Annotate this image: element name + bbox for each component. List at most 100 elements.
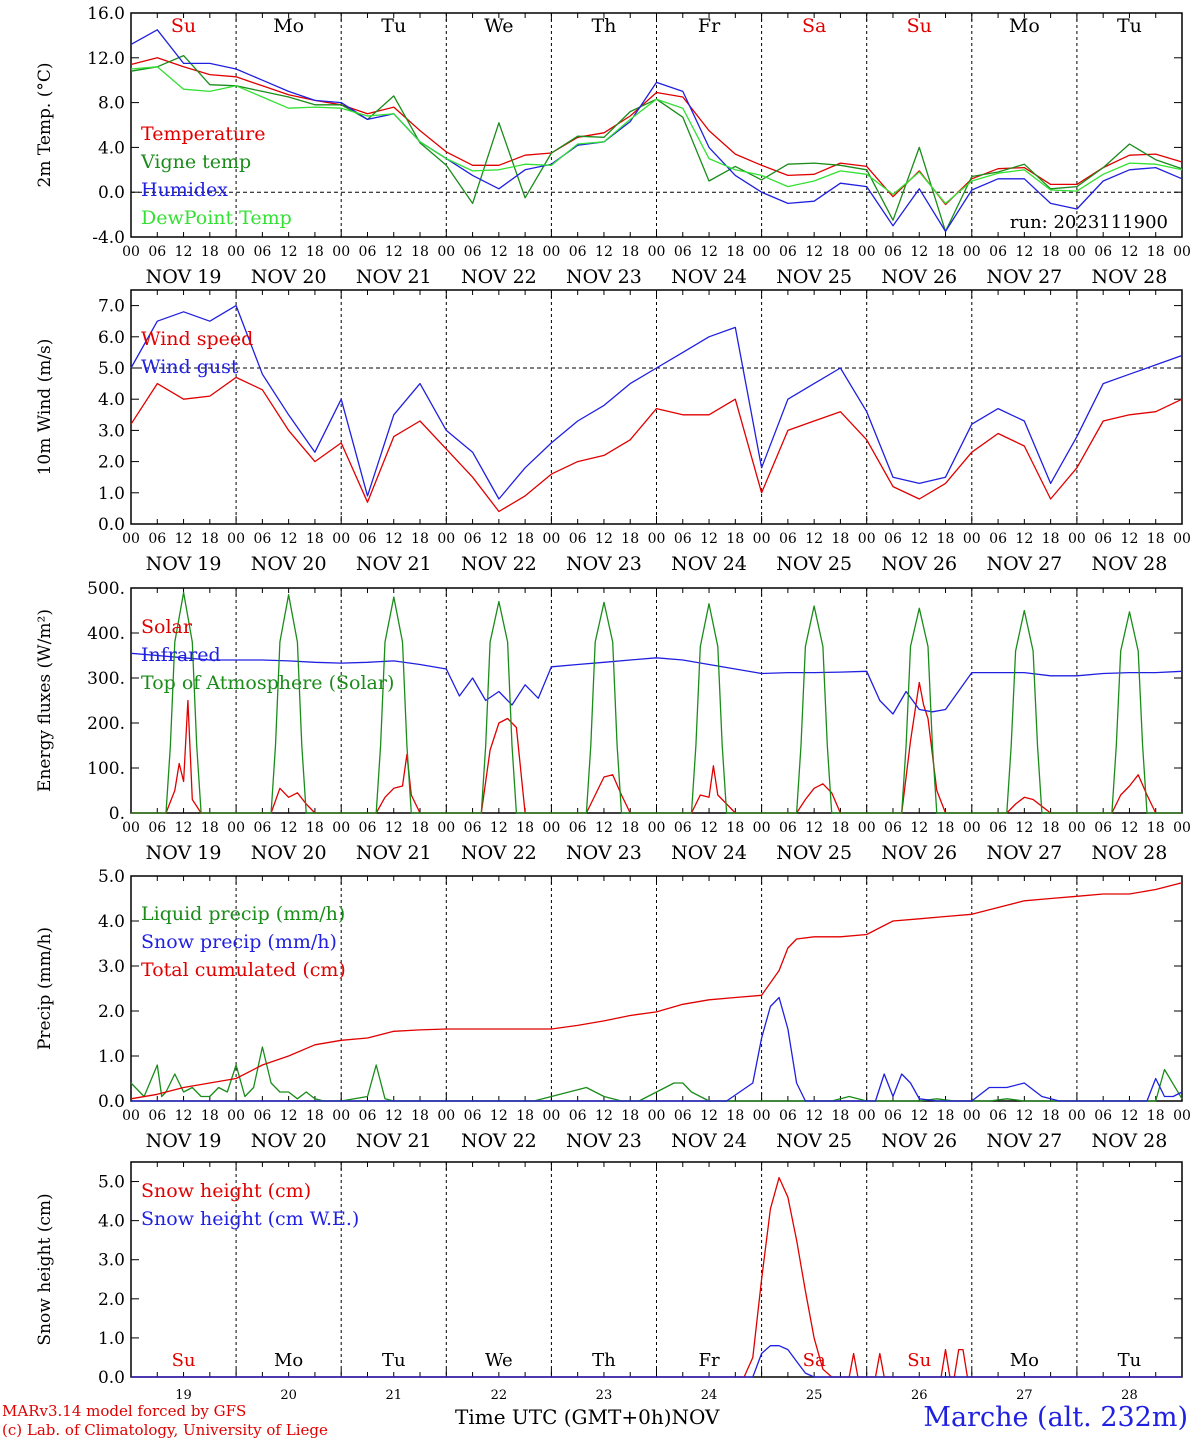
hour-tick-label: 12 xyxy=(700,1108,718,1124)
hour-tick-label: 00 xyxy=(542,244,560,260)
hour-tick-label: 00 xyxy=(858,820,876,836)
y-tick-label: 0.0 xyxy=(98,1092,125,1112)
hour-tick-label: 06 xyxy=(1094,531,1112,547)
hour-tick-label: 12 xyxy=(175,1108,193,1124)
hour-tick-label: 06 xyxy=(989,820,1007,836)
hour-tick-label: 06 xyxy=(148,820,166,836)
hour-tick-label: 00 xyxy=(648,820,666,836)
y-tick-label: -4.0 xyxy=(92,228,125,248)
date-label: NOV 19 xyxy=(146,553,222,575)
y-tick-label: 4.0 xyxy=(98,1212,125,1232)
hour-tick-label: 12 xyxy=(385,1108,403,1124)
date-label: NOV 26 xyxy=(881,266,957,288)
hour-tick-label: 00 xyxy=(437,531,455,547)
hour-tick-label: 12 xyxy=(595,244,613,260)
credit-line-1: MARv3.14 model forced by GFS xyxy=(2,1402,247,1420)
legend-entry: DewPoint Temp xyxy=(141,207,292,229)
series-line-infrared xyxy=(130,652,1183,715)
hour-tick-label: 00 xyxy=(437,244,455,260)
y-axis-label: 2m Temp. (°C) xyxy=(35,62,55,187)
hour-tick-label: 18 xyxy=(937,244,955,260)
date-label: NOV 25 xyxy=(776,842,852,864)
x-axis-title-text: Time UTC (GMT+0h) xyxy=(455,1405,672,1429)
hour-tick-label: 06 xyxy=(779,1108,797,1124)
panel-frame xyxy=(130,587,1183,814)
hour-tick-label: 06 xyxy=(884,244,902,260)
day-number-label: 25 xyxy=(806,1388,823,1403)
weekday-label: Mo xyxy=(1009,15,1040,37)
y-tick-label: 1.0 xyxy=(98,1047,125,1067)
day-number-label: 20 xyxy=(280,1388,297,1403)
hour-tick-label: 06 xyxy=(148,531,166,547)
weekday-label: Sa xyxy=(802,15,826,37)
date-label: NOV 23 xyxy=(566,266,642,288)
y-tick-label: 1.0 xyxy=(98,1329,125,1349)
hour-tick-label: 12 xyxy=(805,820,823,836)
date-label: NOV 24 xyxy=(671,1130,747,1152)
weekday-label: Fr xyxy=(698,15,721,37)
hour-tick-label: 00 xyxy=(227,531,245,547)
date-label: NOV 22 xyxy=(461,553,537,575)
y-tick-label: 5.0 xyxy=(98,867,125,887)
weekday-label: Tu xyxy=(381,15,406,37)
hour-tick-label: 00 xyxy=(858,1108,876,1124)
weekday-label: Th xyxy=(592,1350,616,1371)
date-label: NOV 23 xyxy=(566,1130,642,1152)
hour-tick-label: 12 xyxy=(700,820,718,836)
weekday-label: Sa xyxy=(803,1350,826,1371)
date-label: NOV 25 xyxy=(776,1130,852,1152)
x-axis-title: Time UTC (GMT+0h)NOV xyxy=(455,1405,720,1429)
y-tick-label: 6.0 xyxy=(98,328,125,348)
date-label: NOV 27 xyxy=(986,842,1062,864)
hour-tick-label: 12 xyxy=(595,1108,613,1124)
hour-tick-label: 00 xyxy=(1068,244,1086,260)
y-tick-label: 400. xyxy=(87,624,125,644)
legend-entry: Wind gust xyxy=(141,356,239,378)
hour-tick-label: 06 xyxy=(569,820,587,836)
hour-tick-label: 18 xyxy=(832,1108,850,1124)
hour-tick-label: 00 xyxy=(1068,1108,1086,1124)
weekday-label: Fr xyxy=(699,1350,720,1371)
date-label: NOV 28 xyxy=(1092,266,1168,288)
hour-tick-label: 06 xyxy=(884,531,902,547)
date-label: NOV 28 xyxy=(1092,842,1168,864)
hour-tick-label: 06 xyxy=(148,244,166,260)
hour-tick-label: 06 xyxy=(359,531,377,547)
hour-tick-label: 18 xyxy=(832,244,850,260)
hour-tick-label: 06 xyxy=(674,531,692,547)
hour-tick-label: 06 xyxy=(464,244,482,260)
hour-tick-label: 06 xyxy=(569,531,587,547)
hour-tick-label: 06 xyxy=(359,244,377,260)
hour-tick-label: 18 xyxy=(201,244,219,260)
hour-tick-label: 12 xyxy=(1015,531,1033,547)
hour-tick-label: 18 xyxy=(411,244,429,260)
date-label: NOV 23 xyxy=(566,553,642,575)
y-tick-label: 1.0 xyxy=(98,484,125,504)
day-number-label: 24 xyxy=(701,1388,718,1403)
y-axis-label: Snow height (cm) xyxy=(35,1193,55,1345)
hour-tick-label: 18 xyxy=(306,531,324,547)
hour-tick-label: 06 xyxy=(359,1108,377,1124)
date-label: NOV 20 xyxy=(251,842,327,864)
hour-tick-label: 00 xyxy=(753,244,771,260)
date-label: NOV 28 xyxy=(1092,553,1168,575)
hour-tick-label: 00 xyxy=(122,244,140,260)
date-label: NOV 28 xyxy=(1092,1130,1168,1152)
hour-tick-label: 06 xyxy=(674,1108,692,1124)
hour-tick-label: 12 xyxy=(805,1108,823,1124)
date-label: NOV 19 xyxy=(146,842,222,864)
hour-tick-label: 12 xyxy=(385,244,403,260)
date-label: NOV 21 xyxy=(356,266,432,288)
series-line-temperature xyxy=(130,57,1183,206)
date-label: NOV 22 xyxy=(461,266,537,288)
legend-entry: Snow height (cm W.E.) xyxy=(141,1208,359,1230)
hour-tick-label: 06 xyxy=(989,531,1007,547)
y-tick-label: 3.0 xyxy=(98,1251,125,1271)
hour-tick-label: 00 xyxy=(332,820,350,836)
hour-tick-label: 00 xyxy=(963,1108,981,1124)
series-line-total-cumulated-cm- xyxy=(130,882,1183,1100)
hour-tick-label: 12 xyxy=(175,820,193,836)
hour-tick-label: 12 xyxy=(175,244,193,260)
hour-tick-label: 00 xyxy=(227,820,245,836)
hour-tick-label: 00 xyxy=(542,820,560,836)
